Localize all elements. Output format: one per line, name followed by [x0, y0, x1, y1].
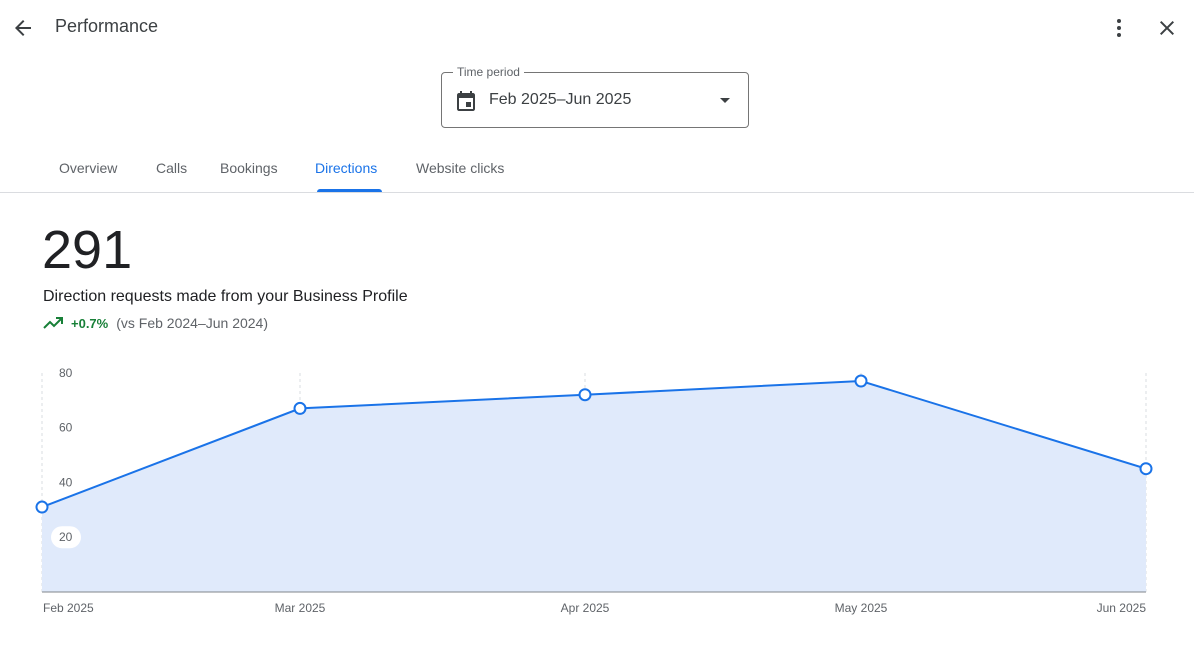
directions-chart: 20 40 60 80 Feb 2025 Mar 2025 Apr 2025 May 2025…: [35, 366, 1153, 615]
area-fill: [42, 381, 1146, 592]
data-point[interactable]: [293, 401, 307, 415]
data-point[interactable]: [1139, 462, 1153, 476]
x-tick-label: Feb 2025: [43, 601, 94, 615]
y-tick-label: 20: [59, 530, 73, 544]
trend-row: +0.7% (vs Feb 2024–Jun 2024): [43, 314, 268, 332]
y-tick-label: 80: [59, 366, 73, 380]
more-vert-icon: [1117, 19, 1121, 37]
tab-calls[interactable]: Calls: [156, 160, 188, 176]
tab-bookings[interactable]: Bookings: [220, 160, 278, 176]
time-period-select[interactable]: Time period Feb 2025–Jun 2025: [441, 65, 749, 128]
change-percent: +0.7%: [71, 315, 109, 331]
time-period-label: Time period: [453, 65, 524, 79]
x-tick-label: Jun 2025: [1097, 601, 1147, 615]
header: Performance: [0, 0, 1194, 56]
tab-website-clicks[interactable]: Website clicks: [416, 160, 505, 176]
data-point[interactable]: [35, 500, 49, 514]
close-icon: [1160, 21, 1174, 35]
active-tab-indicator: [317, 189, 382, 192]
comparison-period: (vs Feb 2024–Jun 2024): [116, 315, 268, 331]
data-point[interactable]: [854, 374, 868, 388]
dropdown-arrow-icon: [720, 98, 730, 103]
metric-description: Direction requests made from your Busine…: [43, 288, 408, 305]
x-tick-label: Mar 2025: [275, 601, 326, 615]
close-button[interactable]: [1147, 8, 1187, 48]
back-button[interactable]: [3, 8, 43, 48]
metric-value: 291: [42, 220, 133, 280]
tab-directions[interactable]: Directions: [315, 160, 378, 176]
more-options-button[interactable]: [1099, 8, 1139, 48]
y-tick-label: 40: [59, 475, 73, 489]
x-tick-label: May 2025: [835, 601, 888, 615]
time-period-value: Feb 2025–Jun 2025: [489, 91, 632, 108]
page-title: Performance: [55, 16, 159, 36]
y-tick-badge: [51, 526, 81, 549]
tab-bar: Overview Calls Bookings Directions Websi…: [0, 148, 1194, 193]
x-tick-label: Apr 2025: [561, 601, 610, 615]
y-tick-label: 60: [59, 421, 73, 435]
trending-up-icon: [43, 317, 63, 329]
tab-overview[interactable]: Overview: [59, 160, 118, 176]
data-point[interactable]: [578, 388, 592, 402]
calendar-icon: [457, 91, 475, 111]
arrow-back-icon: [15, 20, 31, 36]
